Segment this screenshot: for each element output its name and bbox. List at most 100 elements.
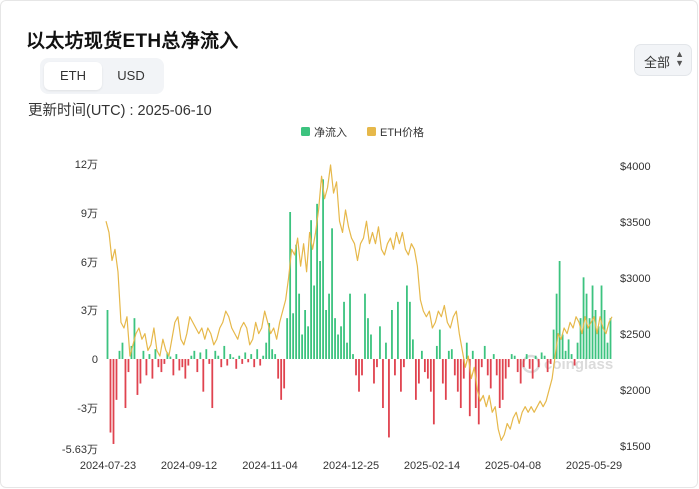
flow-bar[interactable] — [468, 359, 471, 417]
flow-bar[interactable] — [346, 342, 348, 359]
flow-bar[interactable] — [474, 359, 477, 409]
flow-bar[interactable] — [343, 301, 345, 359]
flow-bar[interactable] — [409, 301, 411, 359]
flow-bar[interactable] — [280, 359, 283, 400]
flow-bar[interactable] — [145, 359, 148, 376]
flow-bar[interactable] — [208, 359, 211, 364]
flow-bar[interactable] — [175, 354, 178, 359]
flow-bar[interactable] — [531, 359, 534, 379]
flow-bar[interactable] — [423, 359, 426, 373]
flow-bar[interactable] — [184, 359, 187, 379]
flow-bar[interactable] — [325, 310, 327, 359]
flow-bar[interactable] — [268, 323, 271, 359]
flow-bar[interactable] — [528, 359, 531, 369]
flow-bar[interactable] — [429, 359, 432, 392]
flow-bar[interactable] — [540, 352, 543, 359]
flow-bar[interactable] — [148, 354, 151, 359]
flow-bar[interactable] — [310, 220, 312, 359]
flow-bar[interactable] — [205, 349, 208, 359]
flow-bar[interactable] — [151, 359, 154, 379]
flow-bar[interactable] — [507, 359, 510, 368]
flow-bar[interactable] — [388, 359, 390, 438]
flow-bar[interactable] — [271, 349, 274, 359]
flow-bar[interactable] — [486, 359, 489, 376]
flow-bar[interactable] — [298, 293, 301, 359]
flow-bar[interactable] — [220, 359, 223, 368]
flow-bar[interactable] — [582, 277, 585, 359]
flow-bar[interactable] — [406, 285, 408, 360]
flow-bar[interactable] — [420, 350, 423, 359]
flow-bar[interactable] — [304, 310, 307, 359]
flow-bar[interactable] — [244, 352, 247, 359]
flow-bar[interactable] — [576, 342, 579, 359]
flow-bar[interactable] — [160, 359, 163, 373]
flow-bar[interactable] — [181, 359, 184, 368]
flow-bar[interactable] — [609, 318, 612, 359]
flow-bar[interactable] — [444, 359, 447, 400]
flow-bar[interactable] — [432, 359, 435, 425]
flow-bar[interactable] — [570, 354, 573, 359]
flow-bar[interactable] — [223, 345, 226, 359]
range-select[interactable]: 全部 ▲ ▼ — [634, 44, 692, 76]
flow-bar[interactable] — [172, 359, 175, 376]
flow-bar[interactable] — [567, 339, 570, 359]
flow-bar[interactable] — [417, 359, 420, 384]
flow-bar[interactable] — [214, 350, 217, 359]
flow-bar[interactable] — [115, 359, 118, 400]
flow-bar[interactable] — [495, 359, 498, 376]
flow-bar[interactable] — [253, 359, 256, 368]
flow-bar[interactable] — [355, 359, 357, 376]
flow-bar[interactable] — [193, 350, 196, 359]
flow-bar[interactable] — [549, 359, 552, 364]
legend-price-label[interactable]: ETH价格 — [380, 125, 424, 139]
flow-bar[interactable] — [319, 261, 321, 359]
flow-bar[interactable] — [340, 326, 342, 359]
flow-bar[interactable] — [169, 356, 172, 359]
flow-bar[interactable] — [316, 203, 318, 359]
flow-bar[interactable] — [483, 345, 486, 359]
flow-bar[interactable] — [522, 359, 525, 368]
flow-bar[interactable] — [157, 359, 160, 368]
flow-bar[interactable] — [477, 359, 480, 425]
flow-bar[interactable] — [447, 350, 450, 359]
flow-bar[interactable] — [121, 342, 124, 359]
flow-bar[interactable] — [112, 359, 115, 444]
flow-bar[interactable] — [241, 359, 244, 364]
flow-bar[interactable] — [394, 359, 396, 376]
flow-bar[interactable] — [498, 359, 501, 409]
flow-bar[interactable] — [163, 359, 166, 364]
flow-bar[interactable] — [525, 354, 528, 359]
flow-bar[interactable] — [358, 359, 360, 392]
flow-bar[interactable] — [331, 228, 333, 359]
flow-bar[interactable] — [199, 352, 202, 359]
flow-bar[interactable] — [597, 326, 600, 359]
flow-bar[interactable] — [579, 318, 582, 359]
flow-bar[interactable] — [247, 359, 250, 363]
legend-inflow-label[interactable]: 净流入 — [314, 125, 347, 139]
flow-bar[interactable] — [127, 359, 130, 373]
flow-bar[interactable] — [217, 355, 220, 359]
flow-bar[interactable] — [322, 179, 324, 359]
flow-bar[interactable] — [370, 334, 372, 360]
flow-bar[interactable] — [594, 310, 597, 359]
flow-bar[interactable] — [109, 359, 112, 433]
flow-bar[interactable] — [256, 349, 259, 359]
flow-bar[interactable] — [334, 318, 336, 359]
flow-bar[interactable] — [187, 359, 190, 366]
flow-bar[interactable] — [516, 359, 519, 373]
flow-bar[interactable] — [154, 349, 157, 359]
flow-bar[interactable] — [510, 354, 513, 359]
flow-bar[interactable] — [265, 342, 268, 359]
flow-bar[interactable] — [283, 359, 286, 389]
flow-bar[interactable] — [412, 339, 414, 359]
flow-bar[interactable] — [558, 261, 561, 359]
flow-bar[interactable] — [385, 342, 387, 359]
flow-bar[interactable] — [492, 354, 495, 359]
flow-bar[interactable] — [364, 293, 366, 359]
flow-bar[interactable] — [226, 359, 229, 366]
legend-price-swatch[interactable] — [367, 127, 376, 136]
flow-bar[interactable] — [400, 359, 402, 392]
flow-bar[interactable] — [573, 359, 576, 366]
flow-bar[interactable] — [232, 357, 235, 359]
flow-bar[interactable] — [262, 355, 265, 359]
